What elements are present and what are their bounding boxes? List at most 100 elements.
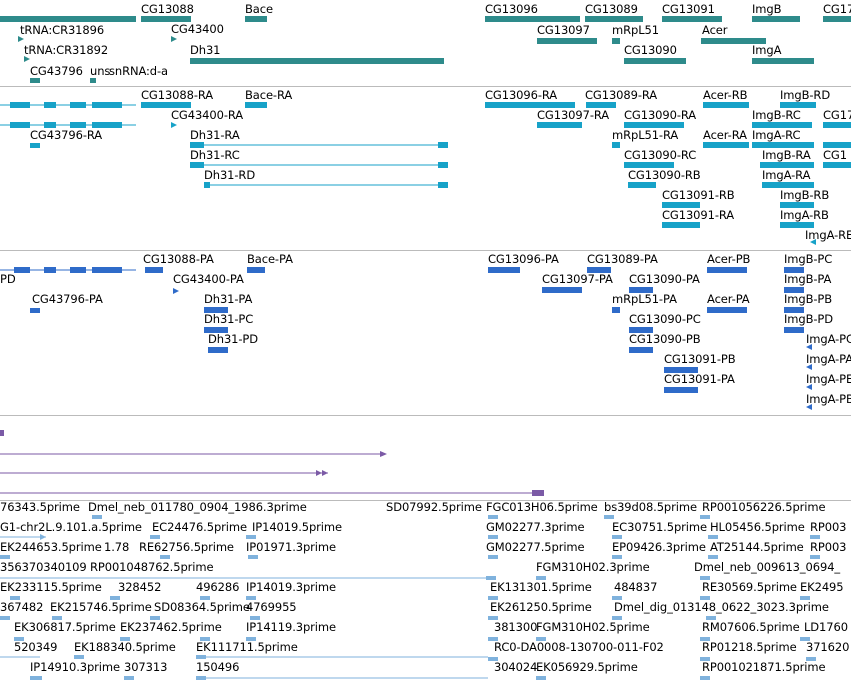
transcript-glyph[interactable] xyxy=(10,102,30,108)
transcript-glyph[interactable] xyxy=(624,162,674,168)
est-label[interactable]: AT25144.5prime xyxy=(710,540,804,554)
transcript-label[interactable]: Acer-RB xyxy=(703,88,748,102)
est-glyph[interactable] xyxy=(800,637,810,641)
protein-glyph[interactable] xyxy=(173,288,179,294)
est-glyph[interactable] xyxy=(800,596,810,600)
transcript-glyph[interactable] xyxy=(438,182,448,188)
transcript-glyph[interactable] xyxy=(245,102,267,108)
transcript-glyph[interactable] xyxy=(624,122,684,128)
transcript-label[interactable]: ImgB-RC xyxy=(752,108,801,122)
transcript-glyph[interactable] xyxy=(628,182,656,188)
gene-glyph[interactable] xyxy=(537,38,597,44)
gene-glyph[interactable] xyxy=(24,56,30,62)
gene-glyph[interactable] xyxy=(585,16,643,22)
est-label[interactable]: EK244653.5prime xyxy=(0,540,102,554)
gene-glyph[interactable] xyxy=(171,36,177,42)
est-label[interactable]: IP14019.5prime xyxy=(252,520,342,534)
transcript-glyph[interactable] xyxy=(485,102,575,108)
est-label[interactable]: EC24476.5prime xyxy=(152,520,247,534)
transcript-label[interactable]: ImgB-RB xyxy=(780,188,830,202)
protein-glyph[interactable] xyxy=(629,327,653,333)
est-label[interactable]: IP01971.3prime xyxy=(246,540,336,554)
est-label[interactable]: 304024 xyxy=(494,660,538,674)
gene-glyph[interactable] xyxy=(752,16,800,22)
transcript-label[interactable]: ImgA-RE xyxy=(805,228,851,242)
transcript-label[interactable]: CG13090-RB xyxy=(628,168,701,182)
feature-glyph[interactable] xyxy=(0,430,4,436)
protein-glyph[interactable] xyxy=(664,387,698,393)
transcript-glyph[interactable] xyxy=(141,102,191,108)
est-label[interactable]: EK111711.5prime xyxy=(196,640,298,654)
transcript-label[interactable]: CG13088-RA xyxy=(141,88,214,102)
est-label[interactable]: 484837 xyxy=(614,580,658,594)
gene-glyph[interactable] xyxy=(752,58,814,64)
protein-label[interactable]: ImgB-PB xyxy=(784,292,833,306)
est-label[interactable]: RE30569.5prime xyxy=(702,580,797,594)
transcript-label[interactable]: ImgA-RB xyxy=(780,208,829,222)
est-glyph[interactable] xyxy=(30,676,42,680)
transcript-glyph[interactable] xyxy=(438,162,448,168)
transcript-label[interactable]: Dh31-RA xyxy=(190,128,240,142)
gene-label[interactable]: CG13097 xyxy=(537,23,590,37)
est-label[interactable]: EC30751.5prime xyxy=(612,520,707,534)
protein-glyph[interactable] xyxy=(30,308,40,313)
transcript-glyph[interactable] xyxy=(823,162,851,168)
transcript-label[interactable]: mRpL51-RA xyxy=(612,128,679,142)
protein-glyph[interactable] xyxy=(806,344,812,350)
transcript-label[interactable]: CG13089-RA xyxy=(585,88,658,102)
protein-label[interactable]: CG43796-PA xyxy=(32,292,103,306)
est-glyph[interactable] xyxy=(488,515,498,519)
gene-glyph[interactable] xyxy=(701,38,766,44)
est-label[interactable]: EK131301.5prime xyxy=(490,580,592,594)
gene-label[interactable]: CG13089 xyxy=(585,2,638,16)
est-glyph[interactable] xyxy=(110,596,120,600)
transcript-label[interactable]: Bace-RA xyxy=(245,88,293,102)
gene-label[interactable]: CG13090 xyxy=(624,43,677,57)
gene-label[interactable]: mRpL51 xyxy=(612,23,659,37)
gene-label[interactable]: snRNA:d-a xyxy=(109,64,169,78)
protein-label[interactable]: CG13090-PB xyxy=(629,332,701,346)
est-label[interactable]: GM02277.5prime xyxy=(486,540,585,554)
est-glyph[interactable] xyxy=(14,637,24,641)
gene-glyph[interactable] xyxy=(624,58,686,64)
est-label[interactable]: EK261250.5prime xyxy=(490,600,592,614)
est-glyph[interactable] xyxy=(40,534,46,540)
est-glyph[interactable] xyxy=(196,655,206,659)
est-label[interactable]: HL05456.5prime xyxy=(710,520,805,534)
transcript-label[interactable]: CG1 xyxy=(823,148,847,162)
est-label[interactable]: 328452 xyxy=(118,580,162,594)
est-label[interactable]: Dmel_neb_009613_0694_ xyxy=(694,560,841,574)
est-glyph[interactable] xyxy=(700,515,710,519)
protein-label[interactable]: CG13096-PA xyxy=(488,252,559,266)
est-glyph[interactable] xyxy=(700,576,710,580)
transcript-glyph[interactable] xyxy=(92,102,122,108)
transcript-label[interactable]: CG43400-RA xyxy=(171,108,244,122)
est-glyph[interactable] xyxy=(10,596,20,600)
protein-glyph[interactable] xyxy=(70,267,86,273)
protein-glyph[interactable] xyxy=(204,307,228,313)
transcript-label[interactable]: CG13096-RA xyxy=(485,88,558,102)
est-glyph[interactable] xyxy=(700,657,710,661)
est-label[interactable]: IP14119.3prime xyxy=(246,620,336,634)
transcript-label[interactable]: CG43796-RA xyxy=(30,128,103,142)
transcript-label[interactable]: CG13091-RB xyxy=(662,188,735,202)
est-glyph[interactable] xyxy=(612,616,622,620)
feature-glyph[interactable] xyxy=(322,470,328,476)
protein-glyph[interactable] xyxy=(14,267,30,273)
est-label[interactable]: RE62756.5prime xyxy=(139,540,234,554)
protein-label[interactable]: CG13091-PA xyxy=(664,372,735,386)
gene-glyph[interactable] xyxy=(485,16,580,22)
est-glyph[interactable] xyxy=(250,616,260,620)
est-label[interactable]: 356370340109 xyxy=(0,560,87,574)
gene-label[interactable]: Bace xyxy=(245,2,273,16)
est-label[interactable]: 76343.5prime xyxy=(0,500,80,514)
est-label[interactable]: FGM310H02.5prime xyxy=(536,620,650,634)
protein-glyph[interactable] xyxy=(629,347,653,353)
gene-glyph[interactable] xyxy=(190,58,444,64)
protein-label[interactable]: ImgB-PD xyxy=(784,312,834,326)
transcript-glyph[interactable] xyxy=(537,122,582,128)
protein-label[interactable]: ImgB-PC xyxy=(784,252,833,266)
protein-label[interactable]: ImgA-PE xyxy=(806,372,851,386)
transcript-glyph[interactable] xyxy=(780,202,814,208)
protein-glyph[interactable] xyxy=(629,287,653,293)
